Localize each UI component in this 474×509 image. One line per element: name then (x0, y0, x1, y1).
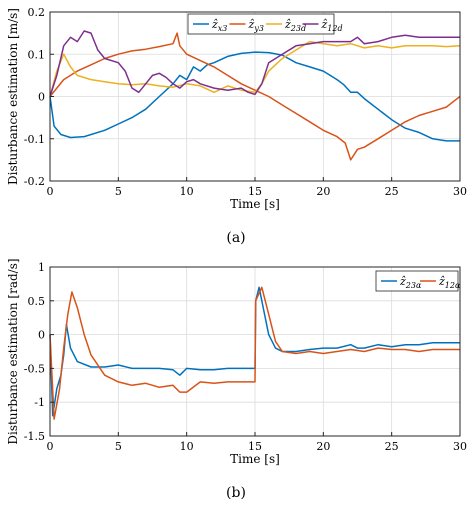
x-tick-label: 15 (248, 185, 262, 198)
subfigure-label-b: (b) (226, 485, 246, 501)
series-line-4 (49, 30, 460, 97)
y-axis-label: Disturbance estimation [rad/s] (6, 258, 20, 444)
x-tick-label: 30 (453, 440, 467, 453)
chart-a: 0 5 10 15 20 25 30 0.2 0.1 0 -0.1 -0.2 Time [s] Distu… (6, 6, 467, 211)
y-tick-label: 0 (38, 91, 45, 104)
x-axis-label: Time [s] (230, 197, 280, 211)
x-tick-label: 5 (115, 185, 122, 198)
y-tick-label: 1 (38, 261, 45, 274)
x-tick-label: 25 (385, 440, 399, 453)
x-tick-label: 15 (248, 440, 262, 453)
x-tick-label: 10 (180, 440, 194, 453)
x-tick-label: 20 (316, 440, 330, 453)
y-tick-label: -1.5 (24, 430, 45, 443)
series-line-3 (49, 40, 461, 97)
legend-box (187, 13, 335, 35)
x-tick-label: 25 (385, 185, 399, 198)
series-line-2 (49, 32, 461, 161)
x-tick-label: 20 (316, 185, 330, 198)
x-tick-label: 10 (180, 185, 194, 198)
legend-box (375, 270, 459, 292)
series-line-1 (49, 51, 460, 142)
y-tick-label: -0.1 (24, 133, 45, 146)
x-tick-label: 0 (47, 440, 54, 453)
y-tick-label: 0.5 (28, 295, 46, 308)
y-tick-label: -0.5 (24, 362, 45, 375)
x-axis-label: Time [s] (230, 452, 280, 466)
y-tick-label: 0 (38, 329, 45, 342)
subfigure-label-a: (a) (226, 230, 245, 246)
y-tick-label: 0.2 (28, 6, 46, 19)
chart-b: 0 5 10 15 20 25 30 1 0.5 0 -0.5 -1 -1.5 Time [s] Distu… (6, 258, 467, 466)
y-tick-label: -1 (34, 396, 45, 409)
x-tick-label: 30 (453, 185, 467, 198)
legend: ẑx3 ẑy3 ẑ23d ẑ12d (187, 13, 343, 35)
series-line-2 (49, 286, 460, 420)
x-tick-label: 0 (47, 185, 54, 198)
y-tick-label: 0.1 (28, 48, 46, 61)
series-line-1 (49, 286, 460, 417)
legend: ẑ23α ẑ12α (375, 270, 461, 292)
y-tick-label: -0.2 (24, 175, 45, 188)
y-axis-label: Disturbance estimation [m/s] (6, 8, 20, 185)
x-tick-label: 5 (115, 440, 122, 453)
